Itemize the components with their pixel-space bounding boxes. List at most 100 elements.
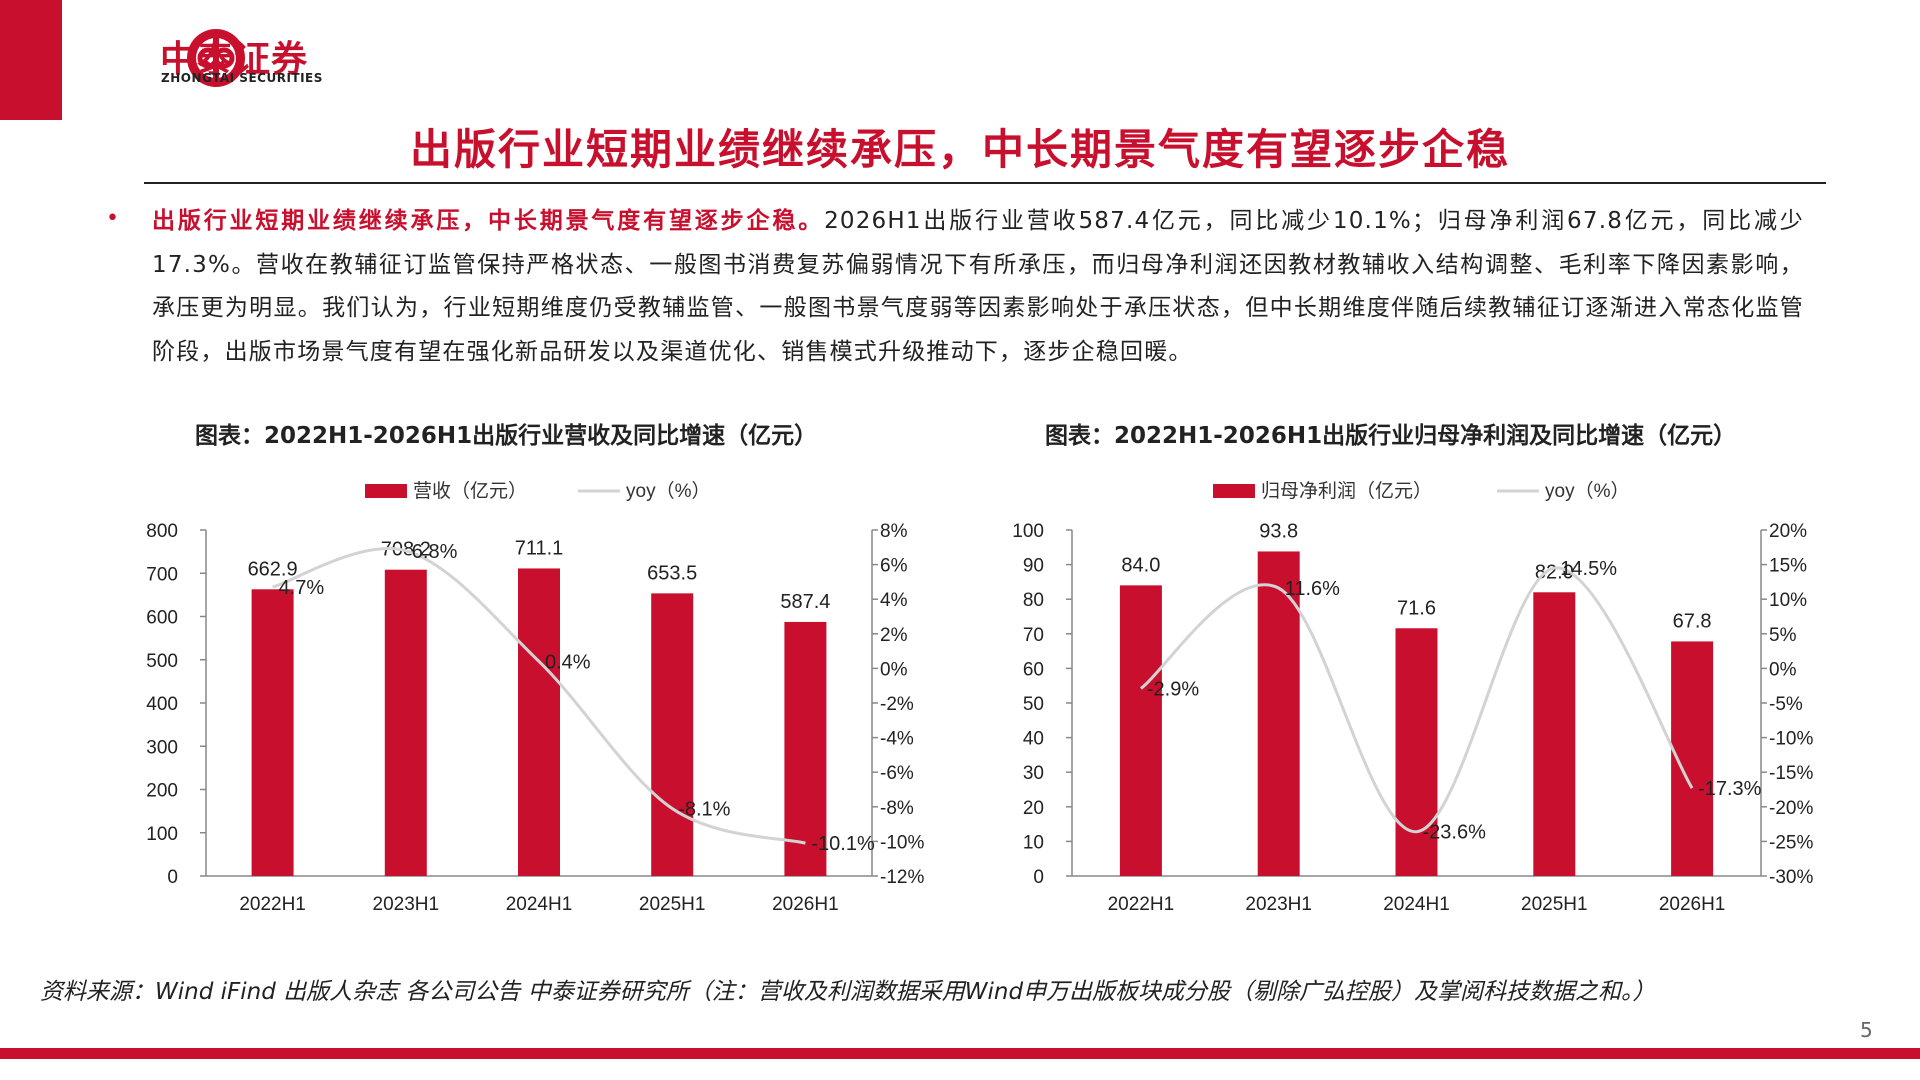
chart-1-yoy-label: 4.7% bbox=[279, 577, 325, 599]
chart-2-bar bbox=[1533, 592, 1576, 876]
chart-1-bar-label: 587.4 bbox=[780, 591, 830, 613]
chart-1-y2-tick-label: -10% bbox=[880, 832, 924, 853]
chart-1-yoy-label: 0.4% bbox=[545, 651, 591, 673]
chart-1-y2-tick-label: -4% bbox=[880, 729, 914, 750]
chart-1-bar bbox=[518, 568, 560, 876]
chart-2-title: 图表：2022H1-2026H1出版行业归母净利润及同比增速（亿元） bbox=[1045, 423, 1737, 449]
chart-1-y-tick-label: 0 bbox=[167, 867, 178, 888]
chart-2-legend-bar-swatch bbox=[1213, 484, 1255, 498]
chart-2-y-tick-label: 40 bbox=[1023, 729, 1044, 750]
chart-2-x-tick-label: 2026H1 bbox=[1659, 894, 1726, 915]
chart-2-yoy-label: -23.6% bbox=[1423, 822, 1487, 844]
chart-1-y2-tick-label: 0% bbox=[880, 659, 908, 680]
chart-2-bar bbox=[1119, 585, 1162, 876]
chart-1-y-tick-label: 700 bbox=[146, 564, 178, 585]
chart-2-legend-bar-label: 归母净利润（亿元） bbox=[1261, 480, 1432, 502]
chart-2-yoy-label: -17.3% bbox=[1698, 778, 1762, 800]
chart-2-y2-tick-label: 15% bbox=[1769, 556, 1807, 577]
chart-1-y2-tick-label: 4% bbox=[880, 590, 908, 611]
chart-2-y-tick-label: 10 bbox=[1023, 832, 1044, 853]
chart-1-legend-bar-label: 营收（亿元） bbox=[413, 480, 527, 502]
chart-1-yoy-label: 6.8% bbox=[412, 541, 458, 563]
chart-2-y2-tick-label: 0% bbox=[1769, 659, 1797, 680]
chart-1-y-tick-label: 300 bbox=[146, 737, 178, 758]
chart-2-bar-label: 67.8 bbox=[1673, 610, 1712, 632]
chart-1-bar-label: 711.1 bbox=[515, 537, 564, 559]
chart-2-yoy-label: 14.5% bbox=[1560, 558, 1617, 580]
chart-1-y-tick-label: 800 bbox=[146, 521, 178, 542]
chart-2-yoy-label: -2.9% bbox=[1147, 678, 1199, 700]
chart-1-bar-label: 653.5 bbox=[647, 562, 697, 584]
chart-1-y-tick-label: 100 bbox=[146, 824, 178, 845]
chart-1-bar bbox=[251, 589, 294, 876]
chart-1-title: 图表：2022H1-2026H1出版行业营收及同比增速（亿元） bbox=[195, 423, 818, 449]
chart-2-y2-tick-label: -25% bbox=[1769, 832, 1813, 853]
chart-1-bar bbox=[651, 593, 694, 876]
page-number: 5 bbox=[1860, 1018, 1873, 1042]
chart-2-y2-tick-label: 5% bbox=[1769, 625, 1797, 646]
chart-2-y-tick-label: 100 bbox=[1012, 521, 1044, 542]
chart-2-net-profit: 归母净利润（亿元） yoy（%） 0 10 20 30 40 50 60 70 80 90 100 -30… bbox=[1012, 480, 1813, 915]
chart-1-yoy-label: -10.1% bbox=[811, 833, 875, 855]
chart-1-y-tick-label: 200 bbox=[146, 781, 178, 802]
chart-2-x-tick-label: 2025H1 bbox=[1521, 894, 1588, 915]
chart-1-x-tick-label: 2023H1 bbox=[373, 894, 440, 915]
chart-1-y2-tick-label: 6% bbox=[880, 556, 908, 577]
chart-2-x-tick-label: 2022H1 bbox=[1108, 894, 1175, 915]
chart-2-y2-tick-label: -30% bbox=[1769, 867, 1813, 888]
chart-2-y-tick-label: 90 bbox=[1023, 556, 1044, 577]
chart-1-y-tick-label: 600 bbox=[146, 608, 178, 629]
chart-2-y2-tick-label: 10% bbox=[1769, 590, 1807, 611]
source-note: 资料来源：Wind iFind 出版人杂志 各公司公告 中泰证券研究所（注：营收… bbox=[40, 979, 1656, 1005]
chart-1-x-tick-label: 2022H1 bbox=[239, 894, 306, 915]
chart-2-y2-tick-label: -20% bbox=[1769, 798, 1813, 819]
chart-2-y-tick-label: 30 bbox=[1023, 763, 1044, 784]
brand-name-cn: 中泰证券 bbox=[160, 39, 309, 80]
chart-1-y2-tick-label: -6% bbox=[880, 763, 914, 784]
chart-2-bar bbox=[1257, 551, 1300, 876]
chart-2-y-tick-label: 0 bbox=[1033, 867, 1044, 888]
zhongtai-logo-icon bbox=[187, 29, 245, 87]
brand-name-en: ZHONGTAI SECURITIES bbox=[161, 71, 323, 85]
chart-1-y2-tick-label: 2% bbox=[880, 625, 908, 646]
chart-1-y2-tick-label: 8% bbox=[880, 521, 908, 542]
chart-2-x-tick-label: 2024H1 bbox=[1383, 894, 1450, 915]
chart-2-bar-label: 93.8 bbox=[1259, 520, 1298, 542]
chart-1-y-tick-label: 400 bbox=[146, 694, 178, 715]
chart-2-legend-line-label: yoy（%） bbox=[1545, 480, 1629, 502]
footer-accent-bar bbox=[0, 1048, 1920, 1059]
chart-2-y-tick-label: 50 bbox=[1023, 694, 1044, 715]
chart-2-bar-label: 84.0 bbox=[1121, 554, 1160, 576]
chart-1-legend-bar-swatch bbox=[365, 484, 407, 498]
page-title: 出版行业短期业绩继续承压，中长期景气度有望逐步企稳 bbox=[409, 125, 1510, 174]
chart-1-y2-tick-label: -2% bbox=[880, 694, 914, 715]
header-accent-bar bbox=[0, 0, 62, 120]
chart-1-bar bbox=[384, 569, 427, 876]
chart-1-x-tick-label: 2026H1 bbox=[772, 894, 839, 915]
chart-2-yoy-line bbox=[1139, 566, 1694, 834]
chart-1-y2-tick-label: -8% bbox=[880, 798, 914, 819]
chart-1-revenue: 营收（亿元） yoy（%） 0 100 200 300 400 500 600 700 800 -12… bbox=[146, 480, 924, 915]
chart-2-y-tick-label: 60 bbox=[1023, 659, 1044, 680]
chart-2-y2-tick-label: -10% bbox=[1769, 729, 1813, 750]
chart-1-bar-label: 662.9 bbox=[248, 558, 298, 580]
chart-2-bar-label: 71.6 bbox=[1397, 597, 1436, 619]
chart-1-yoy-label: -8.1% bbox=[678, 799, 730, 821]
chart-2-x-tick-label: 2023H1 bbox=[1245, 894, 1312, 915]
chart-1-y2-tick-label: -12% bbox=[880, 867, 924, 888]
chart-2-bar-label: 82.0 bbox=[1535, 561, 1574, 583]
chart-2-y-tick-label: 80 bbox=[1023, 590, 1044, 611]
bullet-dot: • bbox=[106, 206, 119, 231]
chart-2-bar bbox=[1395, 628, 1438, 876]
chart-2-y-tick-label: 20 bbox=[1023, 798, 1044, 819]
chart-2-yoy-label: 11.6% bbox=[1285, 578, 1340, 600]
chart-2-y2-tick-label: -5% bbox=[1769, 694, 1803, 715]
chart-1-bar bbox=[784, 621, 827, 876]
summary-body: 2026H1出版行业营收587.4亿元，同比减少10.1%；归母净利润67.8亿… bbox=[152, 208, 1804, 365]
chart-1-x-tick-label: 2025H1 bbox=[639, 894, 706, 915]
chart-1-x-tick-label: 2024H1 bbox=[506, 894, 573, 915]
chart-1-y-tick-label: 500 bbox=[146, 651, 178, 672]
summary-paragraph: 出版行业短期业绩继续承压，中长期景气度有望逐步企稳。2026H1出版行业营收58… bbox=[152, 200, 1804, 374]
chart-2-y-tick-label: 70 bbox=[1023, 625, 1044, 646]
summary-lead: 出版行业短期业绩继续承压，中长期景气度有望逐步企稳。 bbox=[152, 208, 825, 234]
